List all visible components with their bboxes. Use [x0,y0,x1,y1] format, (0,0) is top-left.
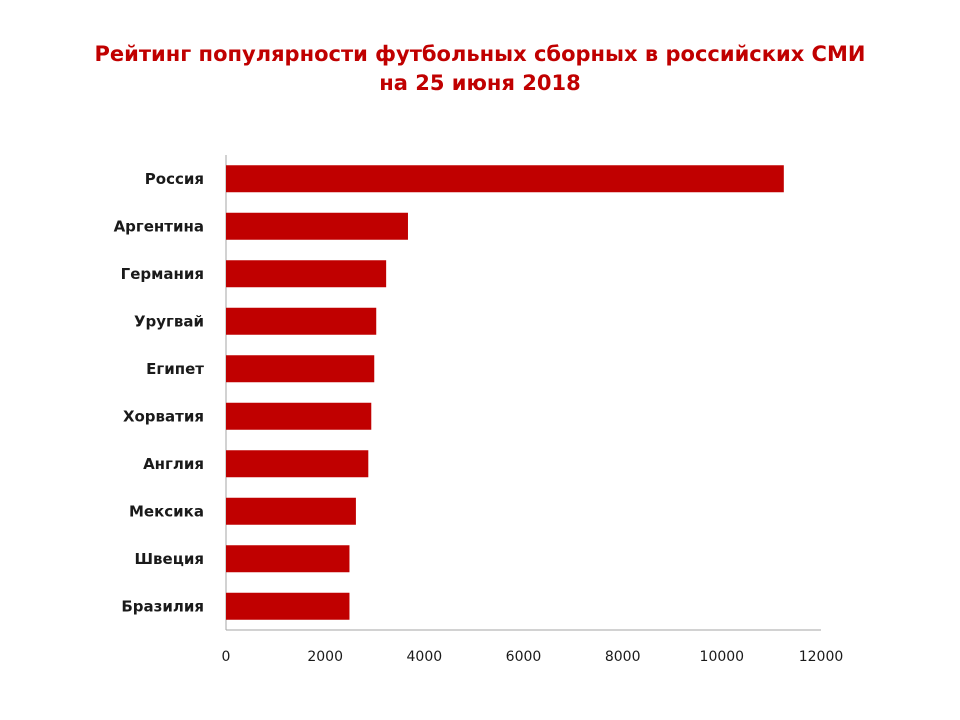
category-label-4: Уругвай [134,312,204,330]
chart-title: Рейтинг популярности футбольных сборных … [0,40,960,98]
x-tick-label-6: 10000 [700,649,745,665]
category-label-1: Россия [145,170,204,188]
bar-7 [226,450,369,478]
x-tick-label-4: 6000 [506,649,542,665]
x-tick-label-3: 4000 [407,649,443,665]
category-label-2: Аргентина [114,217,204,235]
bar-8 [226,497,356,525]
bar-1 [226,165,784,193]
category-label-10: Бразилия [121,597,204,615]
bar-4 [226,307,377,335]
chart-title-line-1: Рейтинг популярности футбольных сборных … [94,42,866,66]
category-label-8: Мексика [129,502,204,520]
chart-title-line-2: на 25 июня 2018 [379,71,581,95]
bar-3 [226,260,387,288]
bar-9 [226,545,350,573]
category-label-3: Германия [121,265,204,283]
x-tick-label-7: 12000 [799,649,844,665]
category-labels: Россия Аргентина Германия Уругвай Египет Хорв… [114,170,205,616]
bar-5 [226,355,375,383]
x-tick-label-2: 2000 [307,649,343,665]
chart-bars [226,165,784,620]
category-label-6: Хорватия [123,407,204,425]
bar-2 [226,212,408,240]
x-tick-labels: 0 2000 4000 6000 8000 10000 12000 [222,649,844,665]
category-label-9: Швеция [135,550,204,568]
category-label-7: Англия [143,455,204,473]
x-tick-label-1: 0 [222,649,231,665]
bar-10 [226,592,350,620]
category-label-5: Египет [146,360,204,378]
bar-6 [226,402,372,430]
x-tick-label-5: 8000 [605,649,641,665]
